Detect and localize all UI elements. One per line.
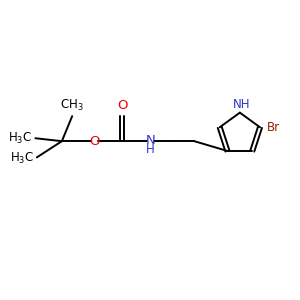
Text: NH: NH: [232, 98, 250, 111]
Text: N: N: [145, 134, 155, 147]
Text: O: O: [89, 135, 100, 148]
Text: Br: Br: [266, 121, 280, 134]
Text: H$_3$C: H$_3$C: [8, 131, 32, 146]
Text: O: O: [117, 99, 128, 112]
Text: CH$_3$: CH$_3$: [60, 98, 84, 113]
Text: H$_3$C: H$_3$C: [10, 151, 34, 166]
Text: H: H: [146, 143, 154, 156]
